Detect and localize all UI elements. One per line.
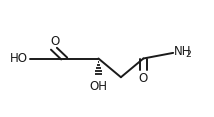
Text: O: O	[139, 72, 148, 85]
Text: 2: 2	[185, 50, 191, 59]
Text: O: O	[50, 35, 60, 48]
Text: OH: OH	[89, 80, 107, 93]
Text: NH: NH	[174, 45, 192, 58]
Text: HO: HO	[10, 52, 28, 65]
